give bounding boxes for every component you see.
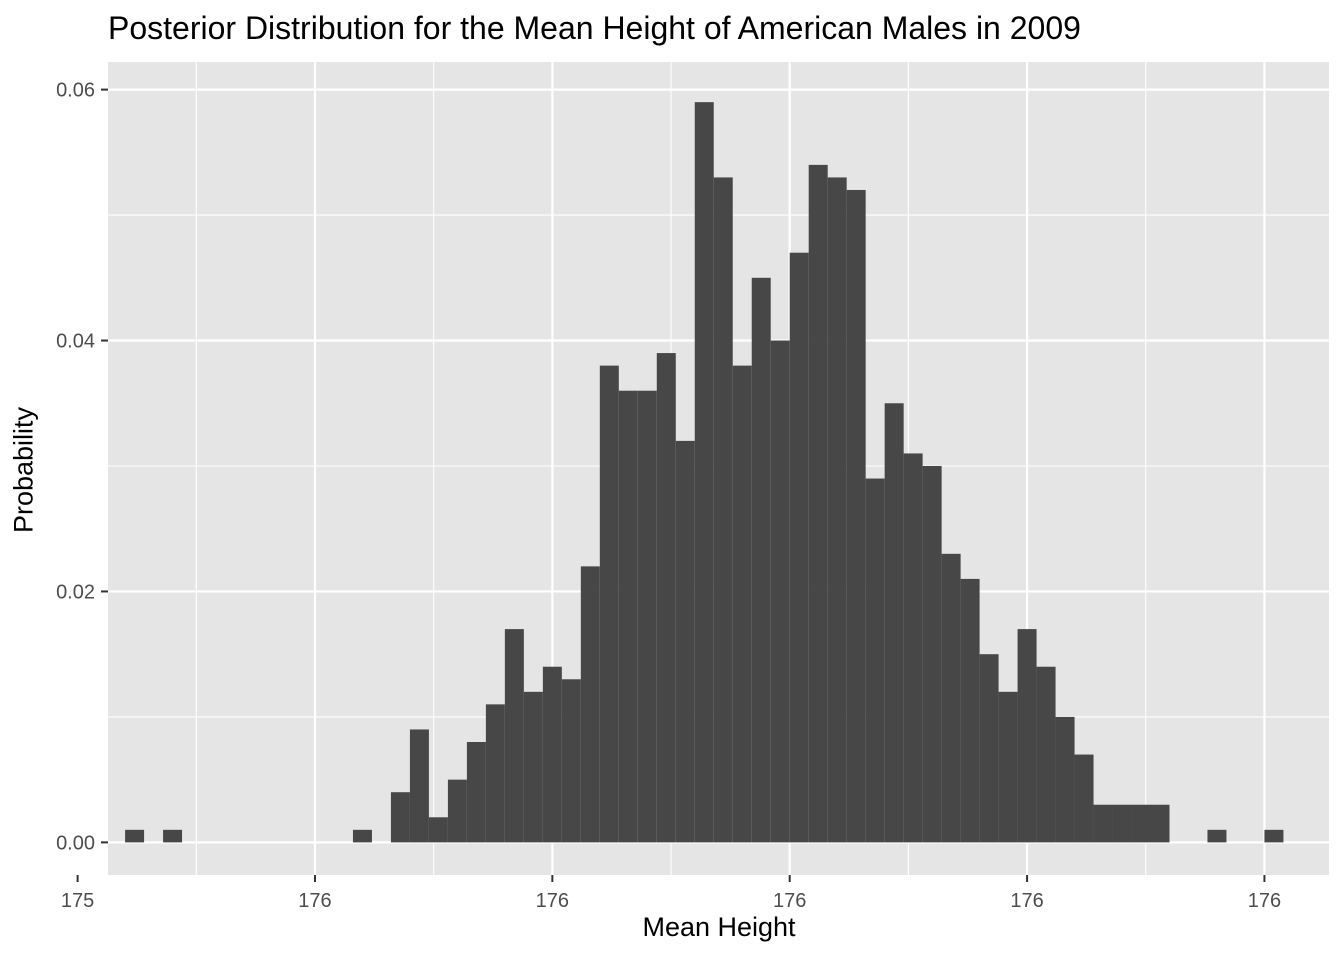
histogram-bar — [1112, 804, 1132, 843]
y-axis-title: Probability — [8, 406, 39, 534]
histogram-bar — [770, 340, 790, 843]
histogram-bar — [1017, 629, 1037, 843]
histogram-bar — [808, 164, 828, 843]
axis-ticks — [76, 88, 1266, 882]
y-axis-tick-labels: 0.00 0.02 0.04 0.06 — [56, 80, 95, 855]
x-tick-label: 176 — [1010, 890, 1043, 912]
x-axis-tick-labels: 175 176 176 176 176 176 — [61, 890, 1281, 912]
histogram-bar — [561, 679, 581, 843]
histogram-bar — [390, 792, 410, 843]
histogram-bar — [960, 578, 980, 843]
histogram-bar — [979, 654, 999, 843]
histogram-bar — [903, 453, 923, 843]
histogram-bar — [1055, 716, 1075, 843]
histogram-bar — [523, 691, 543, 843]
x-tick-label: 175 — [61, 890, 94, 912]
histogram-bar — [1093, 804, 1113, 843]
histogram-bars — [125, 102, 1284, 843]
histogram-bar — [789, 252, 809, 843]
histogram-bar — [694, 102, 714, 843]
chart-title: Posterior Distribution for the Mean Heig… — [108, 10, 1081, 46]
histogram-bar — [1207, 829, 1227, 843]
histogram-bar — [485, 704, 505, 843]
y-tick-label: 0.04 — [56, 331, 95, 353]
histogram-bar — [1131, 804, 1151, 843]
x-tick-label: 176 — [536, 890, 569, 912]
histogram-bar — [1074, 754, 1094, 843]
histogram-bar — [618, 390, 638, 843]
histogram-bar — [542, 666, 562, 843]
x-tick-label: 176 — [298, 890, 331, 912]
histogram-bar — [163, 829, 183, 843]
histogram-bar — [884, 403, 904, 843]
histogram-bar — [504, 629, 524, 843]
histogram-bar — [637, 390, 657, 843]
x-tick-label: 176 — [1248, 890, 1281, 912]
histogram-bar — [713, 177, 733, 843]
x-tick-label: 176 — [773, 890, 806, 912]
histogram-bar — [466, 742, 486, 843]
histogram-bar — [865, 478, 885, 843]
histogram-bar — [352, 829, 372, 843]
x-axis-title: Mean Height — [642, 912, 796, 942]
histogram-bar — [922, 465, 942, 843]
histogram-bar — [675, 440, 695, 843]
histogram-bar — [827, 177, 847, 843]
y-tick-label: 0.02 — [56, 581, 95, 603]
histogram-bar — [941, 553, 961, 843]
histogram-bar — [1264, 829, 1284, 843]
histogram-bar — [1150, 804, 1170, 843]
histogram-bar — [998, 691, 1018, 843]
y-tick-label: 0.06 — [56, 80, 95, 102]
histogram-bar — [751, 277, 771, 843]
histogram-bar — [409, 729, 429, 843]
histogram-bar — [447, 779, 467, 843]
histogram-bar — [1036, 666, 1056, 843]
histogram-bar — [732, 365, 752, 843]
histogram-bar — [125, 829, 145, 843]
histogram-bar — [580, 566, 600, 843]
histogram-bar — [656, 353, 676, 843]
histogram-bar — [846, 189, 866, 843]
y-tick-label: 0.00 — [56, 832, 95, 854]
histogram-bar — [599, 365, 619, 843]
histogram-bar — [428, 817, 448, 843]
